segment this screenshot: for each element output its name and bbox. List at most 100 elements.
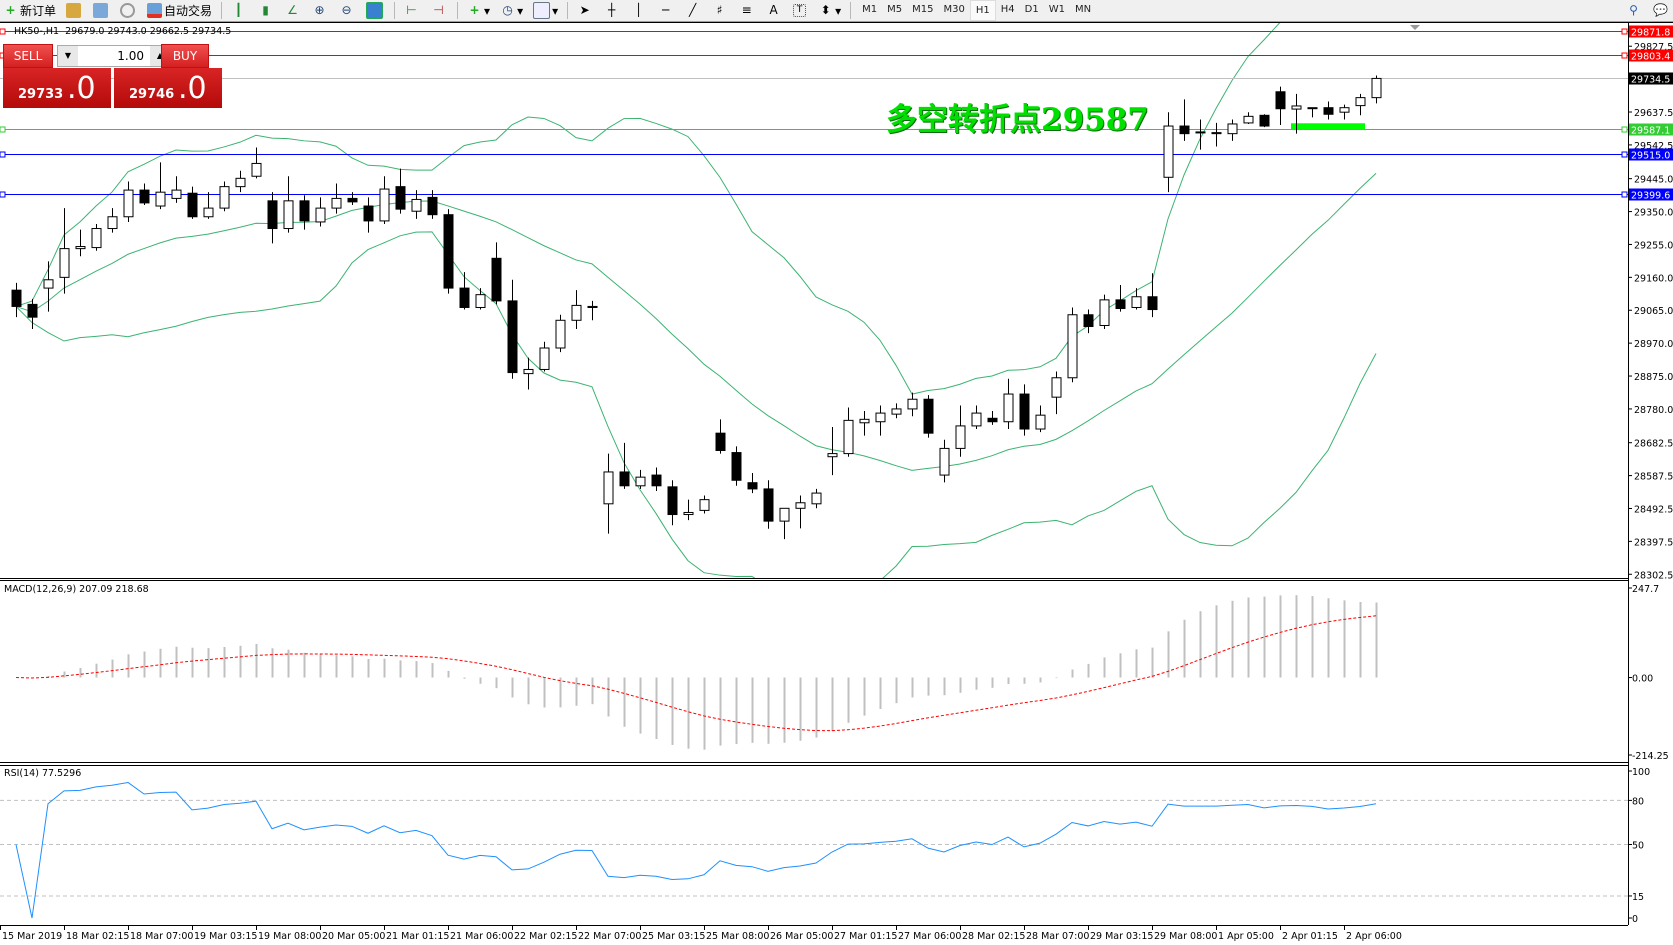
candle-body-bear — [1019, 393, 1030, 430]
candle — [283, 176, 294, 233]
cursor-button[interactable]: ➤ — [574, 1, 597, 20]
zoom-in-button[interactable]: ⊕ — [309, 1, 332, 20]
price-tick-label: 28302.5 — [1634, 570, 1673, 581]
level-handle — [1621, 52, 1628, 59]
chart-shift-button[interactable]: ⊢ — [401, 1, 424, 20]
candle — [363, 197, 374, 233]
candle-body-bull — [971, 412, 982, 427]
candle — [59, 208, 70, 294]
fibo-fan-button[interactable]: ≡ — [736, 1, 759, 20]
timeframe-h1[interactable]: H1 — [969, 0, 996, 21]
arrows-button[interactable]: ⬍ ▾ — [815, 1, 844, 20]
candle-body-bull — [699, 499, 710, 511]
sell-button[interactable]: SELL — [3, 44, 53, 68]
candle-body-bull — [475, 294, 486, 308]
level-handle — [0, 151, 6, 158]
candle — [571, 290, 582, 329]
vertical-line-button[interactable]: │ — [628, 1, 651, 20]
candle-body-bull — [123, 189, 134, 218]
auto-trading-button[interactable]: 自动交易 — [144, 1, 215, 20]
candle — [971, 405, 982, 430]
candle — [491, 242, 502, 305]
periods-button[interactable]: ◷ ▾ — [497, 1, 526, 20]
candle — [763, 480, 774, 529]
candle-body-bull — [251, 162, 262, 177]
candle — [1035, 405, 1046, 433]
candle — [859, 411, 870, 436]
timeframe-h4[interactable]: H4 — [1000, 4, 1015, 15]
bar-chart-button[interactable]: ┃ — [228, 1, 251, 20]
candle — [747, 472, 758, 494]
candle-body-bull — [43, 279, 54, 289]
time-tick-label: 1 Apr 05:00 — [1218, 931, 1274, 942]
navigator-button[interactable] — [63, 1, 86, 20]
sell-price-fraction: .0 — [67, 71, 96, 106]
price-level-tag — [1629, 49, 1673, 62]
text-button[interactable]: A — [763, 1, 786, 20]
chat-button[interactable]: 💬 — [1650, 1, 1673, 20]
timeframe-mn[interactable]: MN — [1074, 4, 1092, 15]
sell-price-button[interactable]: 29733 .0 — [3, 68, 111, 108]
timeframe-d1[interactable]: D1 — [1024, 4, 1039, 15]
terminal-button[interactable] — [90, 1, 113, 20]
candle — [427, 190, 438, 219]
indicators-icon: + — [469, 3, 480, 17]
lot-size-field[interactable]: ▼ 1.00 ▲ — [57, 45, 171, 67]
candle-body-bull — [171, 189, 182, 199]
timeframe-m30[interactable]: M30 — [943, 4, 965, 15]
candle — [843, 407, 854, 457]
candle-body-bear — [987, 417, 998, 423]
candle-body-bull — [315, 207, 326, 223]
candle-body-bull — [811, 492, 822, 505]
auto-trading-icon — [147, 3, 163, 18]
candle-body-bull — [907, 398, 918, 410]
new-order-icon: + — [5, 3, 16, 17]
buy-button[interactable]: BUY — [161, 44, 209, 68]
search-button[interactable]: ⚲ — [1623, 1, 1646, 20]
vertical-line-icon: │ — [635, 3, 643, 17]
candle — [27, 298, 38, 329]
pivot-annotation-text[interactable]: 多空转折点29587 — [886, 102, 1149, 138]
line-chart-button[interactable]: ∠ — [282, 1, 305, 20]
rsi-line — [15, 781, 1377, 919]
fibonacci-button[interactable]: ♯ — [709, 1, 732, 20]
tile-windows-button[interactable] — [363, 1, 388, 20]
timeframe-m1[interactable]: M1 — [862, 4, 878, 15]
candle — [1371, 75, 1382, 104]
timeframe-m15[interactable]: M15 — [912, 4, 934, 15]
chart-shift-icon: ⊢ — [406, 3, 417, 17]
autoscroll-button[interactable]: ⊣ — [428, 1, 451, 20]
templates-button[interactable]: ▾ — [530, 1, 561, 20]
trendline-button[interactable]: ╱ — [682, 1, 705, 20]
price-tick-label: 28587.5 — [1634, 472, 1673, 483]
price-level-tag-label: 29734.5 — [1631, 75, 1670, 86]
timeframe-m5[interactable]: M5 — [887, 4, 903, 15]
timeframe-w1[interactable]: W1 — [1048, 4, 1065, 15]
candle-body-bull — [379, 188, 390, 222]
new-order-button[interactable]: + 新订单 — [0, 1, 59, 20]
candle-body-bull — [859, 418, 870, 424]
time-tick-label: 2 Apr 06:00 — [1346, 931, 1402, 942]
time-tick-label: 29 Mar 08:00 — [1154, 931, 1217, 942]
candle-body-bull — [555, 319, 566, 349]
candle — [139, 183, 150, 205]
horizontal-line-button[interactable]: ─ — [655, 1, 678, 20]
indicators-button[interactable]: + ▾ — [464, 1, 493, 20]
zoom-out-icon: ⊖ — [341, 3, 352, 17]
text-label-icon: T — [793, 4, 807, 17]
signals-button[interactable] — [117, 1, 140, 20]
candlestick-button[interactable]: ▮ — [255, 1, 278, 20]
text-icon: A — [769, 3, 778, 17]
buy-price-button[interactable]: 29746 .0 — [114, 68, 222, 108]
zoom-out-button[interactable]: ⊖ — [336, 1, 359, 20]
crosshair-button[interactable]: ┼ — [601, 1, 624, 20]
candle — [11, 282, 22, 318]
timeframe-group: M1 M5 M15 M30 H1 H4 D1 W1 MN — [857, 0, 1096, 21]
lot-size-value[interactable]: 1.00 — [117, 49, 144, 63]
price-level-tag-label: 29803.4 — [1631, 52, 1670, 63]
candle-body-bull — [91, 228, 102, 249]
text-label-button[interactable]: T — [790, 1, 811, 20]
candle — [379, 176, 390, 225]
lot-decrease-button[interactable]: ▼ — [58, 46, 78, 66]
